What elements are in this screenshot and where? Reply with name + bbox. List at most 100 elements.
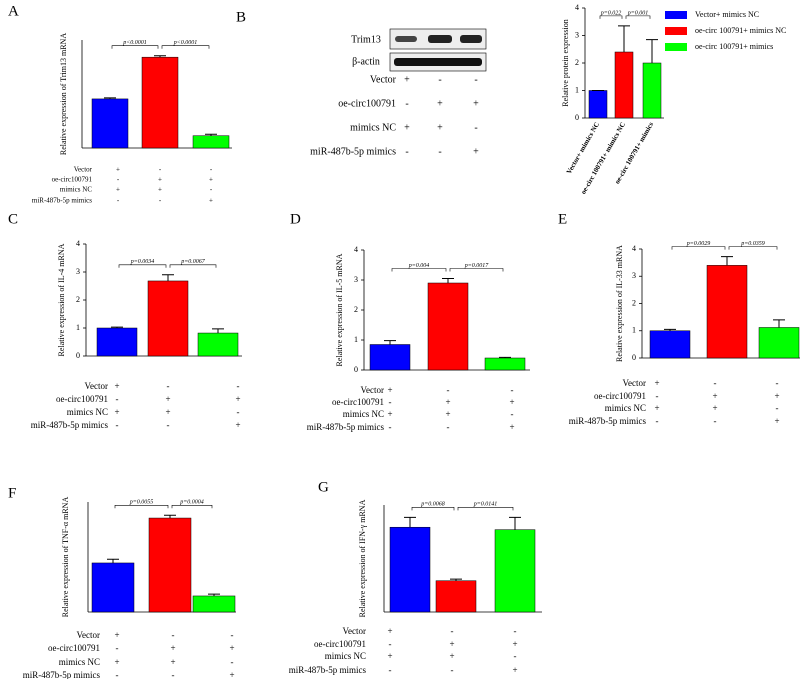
treatment-mark: +: [387, 409, 392, 419]
treatment-mark: +: [512, 665, 517, 675]
y-axis-label: Relative expression of IL-4 mRNA: [57, 243, 66, 356]
treatment-mark: -: [447, 385, 450, 395]
significance-bracket: [111, 45, 159, 49]
treatment-mark: +: [209, 176, 213, 184]
bar: [588, 90, 608, 119]
error-bar: [664, 328, 676, 331]
western-blot: [389, 28, 487, 72]
bar: [706, 265, 748, 359]
treatment-mark: -: [167, 420, 170, 430]
treatment-mark: -: [116, 670, 119, 679]
treatment-mark: -: [231, 657, 234, 667]
treatment-mark: +: [445, 397, 450, 407]
treatment-mark: -: [511, 409, 514, 419]
treatment-mark: -: [159, 166, 162, 174]
treatment-mark: -: [474, 74, 477, 85]
significance-bracket: [457, 507, 514, 511]
treatment-mark: -: [438, 146, 441, 157]
treatment-mark: -: [172, 630, 175, 640]
treatment-mark: -: [776, 378, 779, 388]
bar: [147, 280, 189, 357]
bar: [484, 357, 526, 371]
bar: [614, 51, 634, 119]
bar: [369, 344, 411, 371]
treatment-mark: -: [117, 176, 120, 184]
treatment-mark: -: [714, 416, 717, 426]
treatment-mark: -: [237, 407, 240, 417]
treatment-label: oe-circ100791: [332, 397, 384, 407]
p-value: p=0.0029: [686, 241, 711, 247]
treatment-mark: +: [449, 639, 454, 649]
bar: [91, 98, 129, 149]
p-value: p=0.0004: [179, 499, 204, 506]
treatment-label: mimics NC: [350, 122, 396, 133]
treatment-mark: -: [237, 381, 240, 391]
treatment-label: Vector: [623, 378, 647, 388]
error-bar: [442, 278, 454, 283]
error-bar: [450, 578, 462, 581]
treatment-mark: -: [389, 665, 392, 675]
p-value: p=0.0055: [129, 500, 154, 506]
bar: [435, 580, 477, 613]
treatment-mark: +: [229, 670, 234, 679]
treatment-mark: -: [511, 385, 514, 395]
treatment-mark: -: [514, 626, 517, 636]
panel-letter: G: [318, 479, 329, 495]
y-tick-label: 4: [632, 244, 636, 253]
treatment-mark: -: [656, 416, 659, 426]
bar: [642, 62, 662, 119]
treatment-mark: +: [512, 639, 517, 649]
treatment-label: mimics NC: [325, 651, 366, 661]
treatment-mark: -: [210, 166, 213, 174]
treatment-mark: -: [389, 397, 392, 407]
significance-bracket: [114, 504, 169, 509]
treatment-mark: -: [438, 74, 441, 85]
treatment-label: miR-487b-5p mimics: [289, 665, 367, 675]
treatment-mark: +: [404, 74, 410, 85]
treatment-mark: +: [404, 122, 410, 133]
treatment-label: mimics NC: [59, 657, 100, 667]
significance-bracket: [169, 264, 217, 268]
significance-bracket: [599, 15, 623, 19]
error-bar: [107, 558, 119, 563]
y-axis-label: Relative expression of IL-5 mRNA: [335, 253, 344, 366]
significance-bracket: [161, 45, 210, 49]
treatment-mark: +: [116, 186, 120, 194]
bar: [427, 282, 469, 371]
treatment-mark: +: [235, 394, 240, 404]
error-bar: [104, 97, 116, 99]
y-tick-label: 1: [76, 323, 80, 332]
bar: [141, 56, 179, 149]
y-tick-label: 1: [632, 326, 636, 335]
significance-bracket: [391, 268, 447, 272]
treatment-label: Vector: [74, 166, 93, 174]
treatment-mark: -: [167, 381, 170, 391]
treatment-mark: +: [165, 394, 170, 404]
treatment-label: miR-487b-5p mimics: [23, 670, 101, 679]
blot-label: β-actin: [352, 56, 380, 67]
legend-swatch: [665, 27, 687, 35]
treatment-mark: -: [451, 626, 454, 636]
y-tick-label: 2: [575, 58, 579, 67]
treatment-mark: +: [116, 166, 120, 174]
error-bar: [721, 256, 733, 266]
y-axis-label: Relative expression of IL-33 mRNA: [615, 245, 624, 362]
treatment-mark: -: [117, 197, 120, 205]
y-tick-label: 0: [354, 365, 358, 374]
treatment-label: oe-circ100791: [594, 391, 646, 401]
treatment-label: Vector: [85, 381, 109, 391]
error-bar: [164, 514, 176, 519]
treatment-mark: +: [114, 630, 119, 640]
error-bar: [212, 328, 224, 334]
p-value: p<0.0001: [122, 40, 147, 46]
treatment-mark: -: [514, 651, 517, 661]
treatment-label: mimics NC: [343, 409, 384, 419]
bar: [494, 529, 536, 613]
y-tick-label: 2: [76, 295, 80, 304]
panel-letter: B: [236, 9, 246, 25]
p-value: p=0.0017: [464, 263, 490, 269]
treatment-mark: +: [387, 626, 392, 636]
y-tick-label: 1: [354, 335, 358, 344]
p-value: p=0.0068: [420, 502, 445, 508]
